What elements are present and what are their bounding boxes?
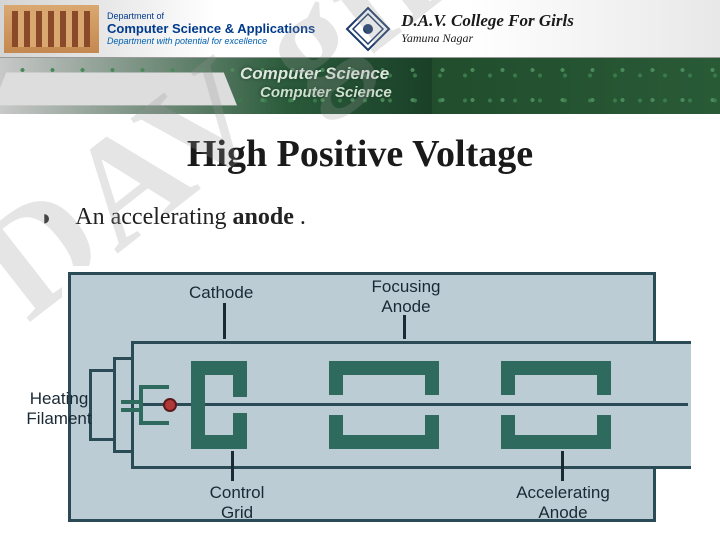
label-hf-l2: Filament — [26, 409, 91, 428]
slide-title: High Positive Voltage — [0, 132, 720, 176]
electron-gun-diagram: Cathode Focusing Anode — [62, 266, 662, 528]
college-text: D.A.V. College For Girls Yamuna Nagar — [401, 11, 574, 46]
bullet-suffix: . — [294, 204, 306, 230]
dept-text: Department of Computer Science & Applica… — [107, 11, 315, 46]
label-hf-l1: Heating — [30, 389, 89, 408]
label-cg-l2: Grid — [221, 503, 253, 522]
aa-l-top — [501, 375, 515, 395]
label-focusing-l2: Anode — [381, 297, 430, 316]
dept-line2: Computer Science & Applications — [107, 21, 315, 36]
grid-ap-bot — [233, 413, 247, 435]
college-line1: D.A.V. College For Girls — [401, 11, 574, 31]
cs-text-2: Computer Science — [260, 84, 392, 101]
college-line2: Yamuna Nagar — [401, 31, 574, 46]
header-banner: Department of Computer Science & Applica… — [0, 0, 720, 58]
label-cg-l1: Control — [210, 483, 265, 502]
dept-line3: Department with potential for excellence — [107, 36, 315, 46]
aa-r-bot — [597, 415, 611, 435]
filament-lead-top — [121, 400, 141, 404]
bullet-row: ◗ An accelerating anode . — [40, 204, 720, 231]
logo-diamond-icon — [345, 6, 391, 52]
aa-bot — [501, 435, 611, 449]
cs-text-1: Computer Science — [240, 64, 389, 84]
bullet-prefix: An accelerating — [75, 204, 232, 230]
fa-bot — [329, 435, 439, 449]
bullet-bold: anode — [233, 204, 294, 230]
grid-left — [191, 361, 205, 449]
label-cathode: Cathode — [189, 283, 253, 303]
grid-ap-top — [233, 375, 247, 397]
filament-lead-bot — [121, 408, 141, 412]
keyboard-graphic — [0, 73, 237, 106]
label-focusing-l1: Focusing — [372, 277, 441, 296]
lead-accel-anode — [561, 451, 564, 481]
bullet-icon: ◗ — [40, 205, 53, 231]
lead-cathode — [223, 303, 226, 339]
aa-r-top — [597, 375, 611, 395]
fa-r-bot — [425, 415, 439, 435]
bullet-text: An accelerating anode . — [75, 204, 306, 231]
label-aa-l1: Accelerating — [516, 483, 610, 502]
label-aa-l2: Anode — [538, 503, 587, 522]
diagram-inner: Cathode Focusing Anode — [68, 272, 656, 522]
cs-strip: Computer Science Computer Science — [0, 58, 720, 114]
lead-control-grid — [231, 451, 234, 481]
label-accel-anode: Accelerating Anode — [503, 483, 623, 522]
dept-line1: Department of — [107, 11, 315, 21]
aa-top — [501, 361, 611, 375]
aa-l-bot — [501, 415, 515, 435]
fa-l-bot — [329, 415, 343, 435]
fa-top — [329, 361, 439, 375]
label-control-grid: Control Grid — [197, 483, 277, 522]
electron-beam — [143, 403, 688, 406]
filament-tip — [163, 398, 177, 412]
fa-l-top — [329, 375, 343, 395]
label-focusing-anode: Focusing Anode — [361, 277, 451, 316]
label-heating-filament: Heating Filament — [19, 389, 99, 428]
fa-r-top — [425, 375, 439, 395]
building-photo — [4, 5, 99, 53]
lead-focusing — [403, 315, 406, 339]
